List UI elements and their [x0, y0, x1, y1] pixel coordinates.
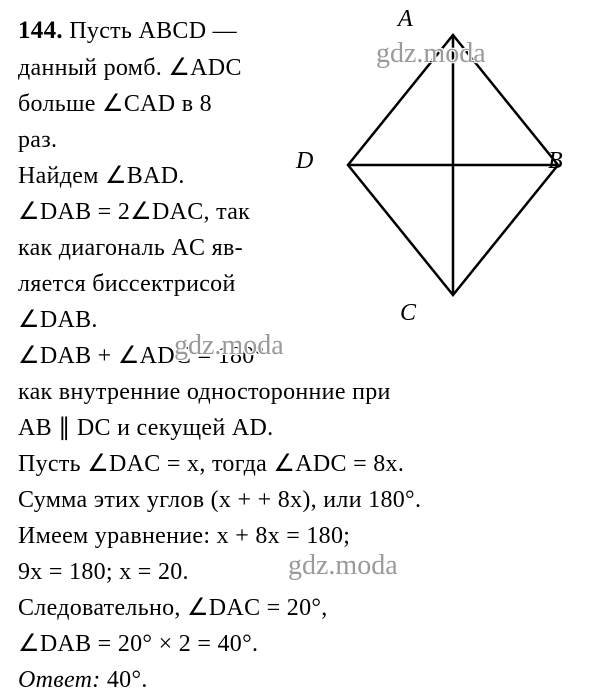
text-line: раз. [18, 127, 57, 153]
answer-value: 40°. [107, 667, 148, 693]
text-line: ∠DAB. [18, 307, 98, 333]
problem-number: 144. [18, 17, 63, 44]
text-line: ∠DAB + ∠ADC = 180° [18, 343, 264, 369]
answer-label: Ответ: [18, 667, 101, 693]
text-line: ∠DAB = 20° × 2 = 40°. [18, 631, 258, 657]
text-line: Пусть ABCD — [69, 18, 237, 44]
text-line: больше ∠CAD в 8 [18, 91, 212, 117]
vertex-label-b: B [548, 148, 563, 175]
rhombus-diagram [318, 10, 588, 340]
narrow-text-block: 144. Пусть ABCD — данный ромб. ∠ADC боль… [18, 12, 318, 338]
text-line: ∠DAB = 2∠DAC, так [18, 199, 250, 225]
text-line: как диагональ AC яв- [18, 235, 243, 261]
text-line: Имеем уравнение: x + 8x = 180; [18, 523, 350, 549]
text-line: Найдем ∠BAD. [18, 163, 185, 189]
vertex-label-a: A [398, 6, 413, 33]
text-line: AB ∥ DC и секущей AD. [18, 415, 273, 441]
rhombus-svg [318, 10, 588, 340]
full-text-block: ∠DAB + ∠ADC = 180° как внутренние одност… [18, 338, 582, 698]
text-line: Сумма этих углов (x + + 8x), или 180°. [18, 487, 421, 513]
text-line: ляется биссектрисой [18, 271, 236, 297]
text-line: Пусть ∠DAC = x, тогда ∠ADC = 8x. [18, 451, 404, 477]
text-line: данный ромб. ∠ADC [18, 55, 242, 81]
text-line: Следовательно, ∠DAC = 20°, [18, 595, 328, 621]
vertex-label-d: D [296, 148, 313, 175]
text-line: как внутренние односторонние при [18, 379, 391, 405]
text-line: 9x = 180; x = 20. [18, 559, 189, 585]
vertex-label-c: C [400, 300, 416, 327]
